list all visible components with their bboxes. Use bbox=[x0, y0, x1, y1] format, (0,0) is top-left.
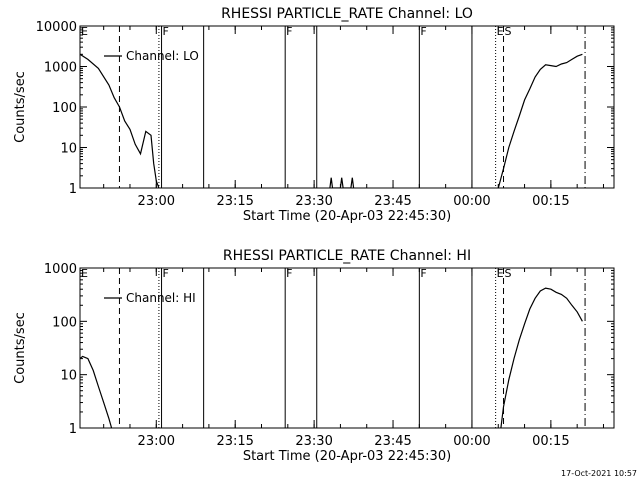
x-tick-label: 23:00 bbox=[138, 434, 175, 449]
event-marker-label: F bbox=[286, 25, 292, 38]
chart-title: RHESSI PARTICLE_RATE Channel: LO bbox=[221, 6, 473, 22]
x-tick-label: 23:15 bbox=[216, 434, 253, 449]
y-axis-label: Counts/sec bbox=[13, 71, 28, 143]
event-marker-label: F bbox=[420, 267, 426, 280]
event-marker-label: E bbox=[497, 267, 504, 280]
y-tick-label: 1000 bbox=[44, 262, 77, 277]
y-tick-label: 10000 bbox=[36, 20, 77, 35]
x-tick-label: 23:45 bbox=[374, 194, 411, 209]
series-line-2 bbox=[497, 53, 583, 188]
x-tick-label: 23:30 bbox=[295, 434, 332, 449]
y-tick-label: 1 bbox=[69, 182, 77, 197]
chart-panel-hi: RHESSI PARTICLE_RATE Channel: HI 1 10 100 10… bbox=[13, 248, 615, 464]
y-tick-label: 1 bbox=[69, 422, 77, 437]
event-marker-label: F bbox=[420, 25, 426, 38]
event-marker-label: F bbox=[286, 267, 292, 280]
x-tick-label: 00:00 bbox=[453, 194, 490, 209]
series-line-0 bbox=[80, 355, 113, 428]
event-marker-label: E bbox=[81, 25, 88, 38]
legend-label: Channel: LO bbox=[126, 49, 199, 63]
y-tick-label: 100 bbox=[52, 315, 77, 330]
y-axis-label: Counts/sec bbox=[13, 312, 28, 384]
y-tick-label: 100 bbox=[52, 101, 77, 116]
chart-title: RHESSI PARTICLE_RATE Channel: HI bbox=[223, 248, 471, 264]
y-tick-label: 10 bbox=[60, 369, 77, 384]
legend-label: Channel: HI bbox=[126, 291, 196, 305]
x-axis-label: Start Time (20-Apr-03 22:45:30) bbox=[243, 449, 451, 464]
x-tick-label: 23:45 bbox=[374, 434, 411, 449]
event-marker-label: E bbox=[497, 25, 504, 38]
x-tick-label: 00:00 bbox=[453, 434, 490, 449]
x-tick-label: 23:00 bbox=[138, 194, 175, 209]
chart-panel-lo: RHESSI PARTICLE_RATE Channel: LO 1 10 100 10… bbox=[13, 6, 615, 224]
footer-timestamp: 17-Oct-2021 10:57 bbox=[561, 469, 637, 478]
x-axis-label: Start Time (20-Apr-03 22:45:30) bbox=[243, 209, 451, 224]
series-line-0 bbox=[80, 53, 160, 188]
y-tick-label: 1000 bbox=[44, 61, 77, 76]
x-tick-label: 00:15 bbox=[532, 434, 569, 449]
event-marker-label: S bbox=[505, 267, 512, 280]
y-tick-label: 10 bbox=[60, 142, 77, 157]
event-marker-label: E bbox=[81, 267, 88, 280]
series-line-1 bbox=[500, 287, 583, 428]
x-tick-label: 00:15 bbox=[532, 194, 569, 209]
event-marker-label: S bbox=[505, 25, 512, 38]
x-tick-label: 23:15 bbox=[216, 194, 253, 209]
x-tick-label: 23:30 bbox=[295, 194, 332, 209]
series-line-1 bbox=[329, 177, 355, 188]
event-marker-label: F bbox=[163, 267, 169, 280]
event-marker-label: F bbox=[163, 25, 169, 38]
